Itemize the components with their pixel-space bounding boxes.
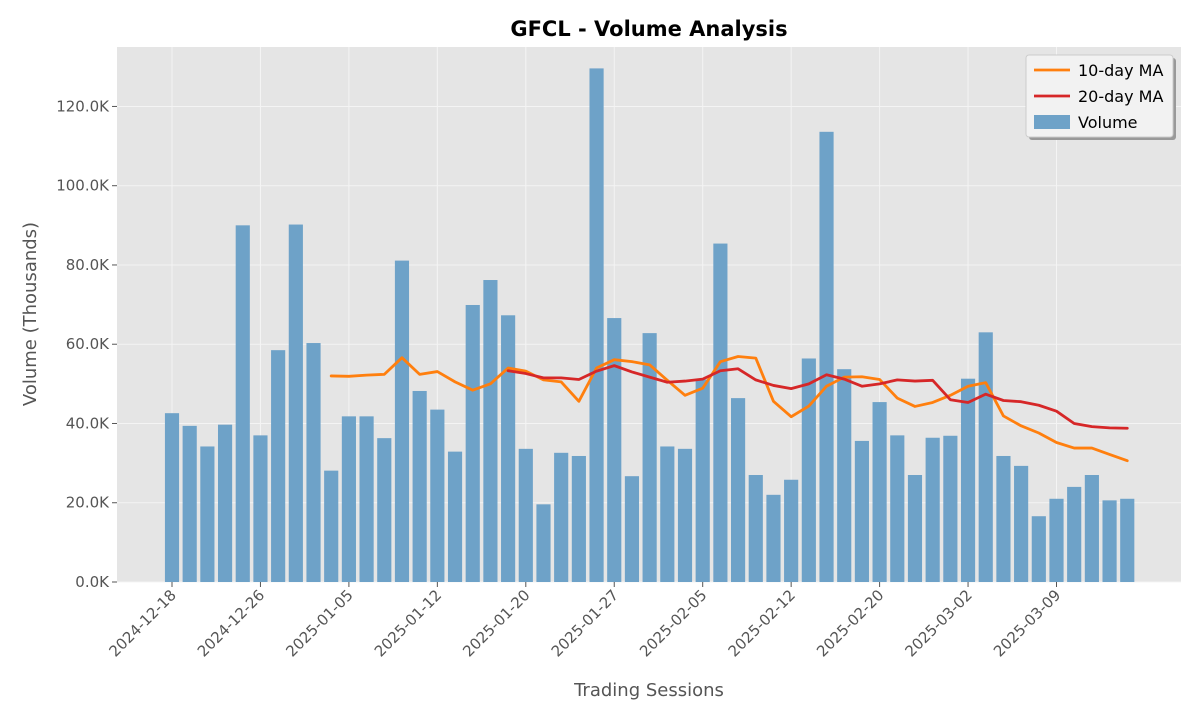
volume-bar xyxy=(1067,486,1082,582)
volume-bar xyxy=(306,343,321,582)
volume-bar xyxy=(518,448,533,582)
ma20-line xyxy=(506,364,1129,430)
volume-bar xyxy=(394,260,410,582)
volume-bar xyxy=(217,424,233,582)
volume-bar xyxy=(1084,475,1099,582)
volume-bar xyxy=(713,243,728,582)
volume-bar xyxy=(1031,516,1046,582)
y-tick-label: 0.0K xyxy=(75,573,110,591)
volume-bar xyxy=(907,475,923,582)
volume-bar xyxy=(182,425,197,582)
volume-bar xyxy=(235,225,250,583)
volume-bar xyxy=(731,398,746,582)
volume-bar xyxy=(978,332,993,582)
volume-bar xyxy=(607,318,622,582)
y-tick-label: 60.0K xyxy=(66,335,110,353)
volume-bar xyxy=(324,470,339,582)
volume-bar xyxy=(501,315,516,582)
y-axis-label: Volume (Thousands) xyxy=(20,222,41,406)
volume-bar xyxy=(925,437,940,582)
volume-bar xyxy=(164,413,180,582)
volume-bar xyxy=(784,479,799,582)
volume-bar xyxy=(872,402,887,582)
volume-bar xyxy=(536,504,551,582)
volume-bar xyxy=(1120,498,1135,582)
volume-bar xyxy=(819,131,834,582)
legend-label: Volume xyxy=(1078,113,1138,132)
volume-bar xyxy=(571,455,586,582)
volume-bar xyxy=(341,416,356,582)
volume-bar xyxy=(554,452,569,582)
volume-bar xyxy=(854,440,869,582)
volume-bar xyxy=(695,379,710,582)
volume-bar xyxy=(589,68,604,582)
legend-label: 20-day MA xyxy=(1078,87,1163,106)
volume-bar xyxy=(801,358,816,582)
volume-bar xyxy=(837,369,852,582)
chart-title: GFCL - Volume Analysis xyxy=(510,17,787,41)
volume-bar xyxy=(253,435,268,582)
legend-swatch-bar xyxy=(1034,115,1070,129)
moving-average-lines xyxy=(329,355,1129,463)
volume-bar xyxy=(624,476,640,582)
volume-bar xyxy=(288,224,303,582)
volume-bar xyxy=(465,304,480,582)
volume-bar xyxy=(377,438,392,582)
volume-bars xyxy=(164,68,1135,583)
volume-bar xyxy=(200,446,215,582)
legend-label: 10-day MA xyxy=(1078,61,1163,80)
volume-bar xyxy=(677,448,693,582)
volume-bar xyxy=(412,390,427,582)
y-tick-label: 120.0K xyxy=(56,97,110,115)
y-tick-label: 40.0K xyxy=(66,414,110,432)
volume-bar xyxy=(766,494,781,582)
y-tick-label: 20.0K xyxy=(66,494,110,512)
ma10-line xyxy=(329,355,1129,463)
volume-bar xyxy=(748,475,763,582)
volume-bar xyxy=(1014,465,1029,582)
volume-bar xyxy=(996,455,1011,582)
volume-bar xyxy=(660,446,675,582)
x-axis-label: Trading Sessions xyxy=(573,680,724,701)
y-tick-label: 100.0K xyxy=(56,177,110,195)
volume-bar xyxy=(1049,498,1064,582)
volume-bar xyxy=(359,416,374,582)
legend: 10-day MA 20-day MA Volume xyxy=(1025,54,1176,140)
volume-bar xyxy=(271,350,286,582)
volume-bar xyxy=(943,435,958,582)
volume-bar xyxy=(430,409,445,582)
volume-bar xyxy=(1102,500,1117,582)
volume-bar xyxy=(447,451,463,582)
volume-bar xyxy=(483,280,498,582)
y-tick-label: 80.0K xyxy=(66,256,110,274)
volume-bar xyxy=(890,435,905,582)
volume-bar xyxy=(642,333,657,582)
volume-bar xyxy=(960,378,976,582)
